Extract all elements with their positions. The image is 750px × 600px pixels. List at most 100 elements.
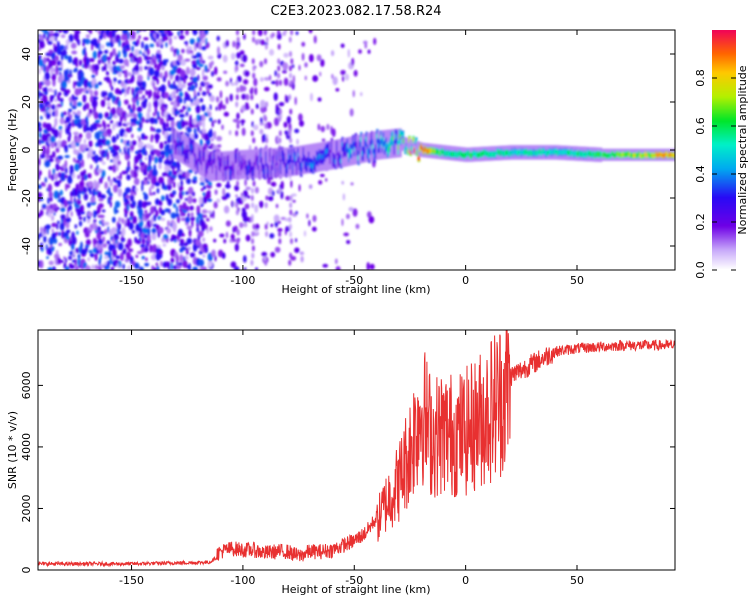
spectrogram-cell bbox=[271, 160, 275, 166]
spectrogram-cell bbox=[100, 44, 105, 50]
spectrogram-cell bbox=[65, 184, 71, 189]
spectrogram-cell bbox=[218, 160, 221, 166]
spectrogram-cell bbox=[529, 149, 533, 155]
spectrogram-cell bbox=[56, 139, 63, 149]
spectrogram-cell bbox=[78, 133, 83, 139]
spectrogram-cell bbox=[122, 263, 126, 270]
spectrogram-cell bbox=[178, 91, 184, 98]
spectrogram-cell bbox=[296, 138, 299, 145]
spectrogram-cell bbox=[640, 153, 644, 159]
spectrogram-cell bbox=[71, 231, 75, 240]
spectrogram-cell bbox=[138, 136, 141, 143]
spectrogram-cell bbox=[171, 161, 178, 168]
spectrogram-cell bbox=[223, 205, 230, 214]
spectrogram-cell bbox=[324, 178, 328, 182]
spectrogram-cell bbox=[205, 224, 208, 231]
spectrogram-cell bbox=[671, 152, 674, 158]
spectrogram-cell bbox=[129, 194, 135, 202]
spectrogram-cell bbox=[656, 153, 660, 159]
spectrogram-cell bbox=[81, 118, 86, 126]
spectrogram-cell bbox=[153, 86, 158, 92]
spectrogram-cell bbox=[54, 173, 58, 181]
spectrogram-cell bbox=[98, 214, 105, 219]
spectrogram-cell bbox=[275, 203, 279, 209]
spectrogram-cell bbox=[174, 144, 177, 150]
spectrogram-cell bbox=[299, 167, 303, 172]
spectrogram-cell bbox=[239, 165, 243, 171]
spectrogram-cell bbox=[201, 221, 206, 231]
spectrogram-cell bbox=[57, 92, 62, 96]
spectrogram-cell bbox=[600, 151, 604, 157]
spectrogram-cell bbox=[374, 149, 378, 154]
spectrogram-cell bbox=[97, 156, 103, 162]
spectrogram-cell bbox=[611, 151, 614, 156]
spectrogram-cell bbox=[461, 152, 465, 158]
spectrogram-cell bbox=[252, 65, 256, 72]
spectrogram-cell bbox=[400, 139, 403, 144]
spectrogram-cell bbox=[213, 130, 217, 140]
spectrogram-cell bbox=[199, 181, 205, 186]
spectrogram-cell bbox=[254, 159, 257, 165]
spectrogram-cell bbox=[539, 148, 542, 154]
spectrogram-cell bbox=[428, 148, 431, 154]
colorbar-segment bbox=[712, 48, 736, 51]
spectrogram-cell bbox=[186, 237, 193, 245]
spectrogram-cell bbox=[174, 110, 181, 115]
spectrogram-cell bbox=[184, 41, 188, 45]
spectrogram-cell bbox=[63, 144, 68, 151]
spectrogram-cell bbox=[89, 164, 93, 170]
spectrogram-cell bbox=[238, 156, 241, 162]
spectrogram-cell bbox=[158, 176, 164, 184]
spectrogram-cell bbox=[235, 30, 239, 36]
spectrogram-cell bbox=[309, 162, 312, 168]
spectrogram-cell bbox=[509, 151, 513, 156]
spectrogram-cell bbox=[57, 220, 60, 224]
spectrogram-cell bbox=[253, 166, 256, 172]
spectrogram-cell bbox=[115, 53, 119, 63]
spectrogram-cell bbox=[480, 151, 483, 157]
colorbar-segment bbox=[712, 118, 736, 121]
spectrogram-cell bbox=[144, 150, 148, 156]
spectrogram-cell bbox=[243, 79, 249, 85]
spectrogram-cell bbox=[236, 123, 240, 129]
spectrogram-cell bbox=[180, 30, 184, 35]
spectrogram-cell bbox=[136, 106, 143, 113]
spectrogram-cell bbox=[265, 137, 269, 144]
spectrogram-cell bbox=[178, 204, 183, 209]
spectrogram-cell bbox=[100, 194, 106, 200]
spectrogram-cell bbox=[131, 229, 136, 234]
spectrogram-cell bbox=[388, 146, 391, 152]
spectrogram-cell bbox=[88, 108, 93, 115]
spectrogram-cell bbox=[68, 108, 73, 113]
spectrogram-cell bbox=[233, 168, 236, 174]
spectrogram-cell bbox=[146, 111, 151, 120]
spectrogram-cell bbox=[159, 150, 166, 156]
spectrogram-cell bbox=[394, 133, 398, 139]
spectrogram-cell bbox=[493, 151, 497, 157]
spectrogram-cell bbox=[104, 251, 108, 256]
spectrogram-cell bbox=[58, 192, 61, 200]
spectrogram-cell bbox=[445, 151, 448, 157]
spectrogram-cell bbox=[39, 115, 43, 120]
spectrogram-cell bbox=[113, 184, 118, 193]
spectrogram-cell bbox=[125, 194, 131, 199]
spectrogram-cell bbox=[153, 205, 157, 212]
spectrogram-cell bbox=[182, 233, 185, 237]
colorbar-segment bbox=[712, 84, 736, 87]
spectrogram-cell bbox=[282, 154, 285, 160]
spectrogram-cell bbox=[290, 238, 294, 245]
spectrogram-cell bbox=[189, 50, 194, 54]
spectrogram-cell bbox=[38, 34, 45, 41]
spectrogram-cell bbox=[275, 79, 279, 87]
spectrogram-cell bbox=[283, 52, 289, 58]
spectrogram-cell bbox=[147, 242, 150, 247]
spectrogram-cell bbox=[147, 108, 152, 113]
spectrogram-cell bbox=[160, 98, 163, 102]
spectrogram-cell bbox=[211, 163, 215, 169]
spectrogram-cell bbox=[201, 46, 207, 51]
spectrogram-cell bbox=[58, 130, 62, 139]
spectrogram-cell bbox=[143, 37, 149, 41]
spectrogram-cell bbox=[257, 30, 263, 37]
spectrogram-cell bbox=[92, 50, 97, 59]
